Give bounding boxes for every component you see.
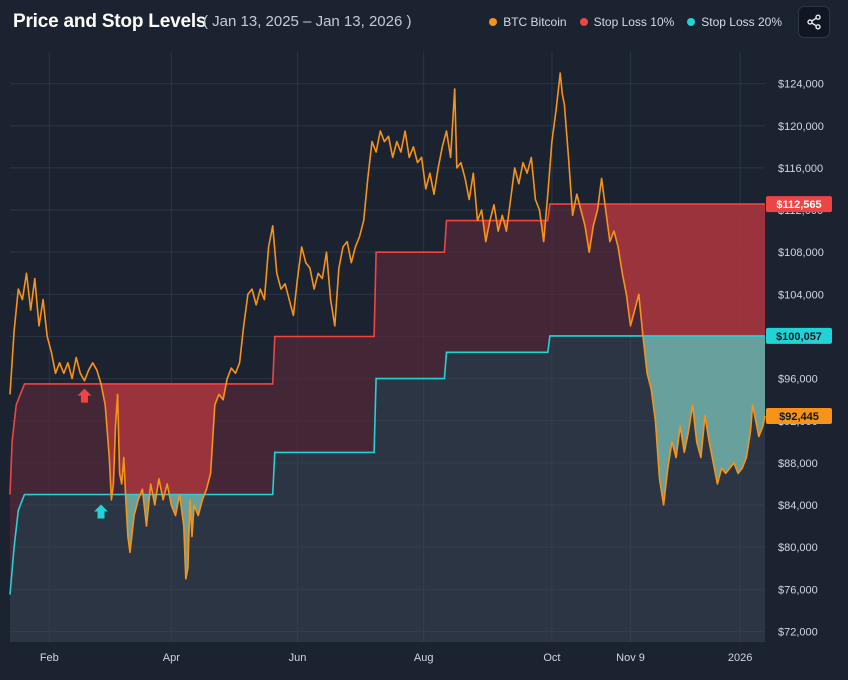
badge-label: $92,445 — [779, 411, 819, 423]
legend-label-stop-20: Stop Loss 20% — [701, 15, 782, 29]
legend-item-btc[interactable]: BTC Bitcoin — [489, 15, 567, 29]
legend-dot-stop-10 — [579, 18, 588, 26]
date-range: ( Jan 13, 2025 – Jan 13, 2026 ) — [203, 13, 412, 30]
stop-10-line — [9, 203, 765, 495]
stop-10-trigger-arrow — [77, 388, 92, 403]
chart-title: Price and Stop Levels — [13, 11, 207, 32]
x-tick-label: Apr — [163, 652, 180, 664]
y-tick-label: $96,000 — [778, 374, 818, 386]
y-tick-label: $80,000 — [778, 542, 818, 554]
legend-label-stop-10: Stop Loss 10% — [593, 15, 675, 29]
y-tick-label: $76,000 — [778, 584, 818, 596]
legend-dot-btc — [489, 18, 498, 26]
stop-20-base-area — [10, 335, 765, 642]
btc-price-badge: $92,445 — [766, 408, 832, 425]
x-tick-label: Jun — [289, 652, 307, 664]
badge-background — [766, 196, 832, 213]
x-tick-label: Nov 9 — [616, 652, 645, 664]
y-tick-label: $72,000 — [778, 626, 818, 638]
y-tick-label: $120,000 — [778, 121, 824, 133]
y-tick-label: $116,000 — [778, 163, 823, 175]
y-tick-label: $104,000 — [778, 289, 824, 301]
stop-20-value-badge: $100,057 — [766, 327, 832, 344]
badge-background — [766, 408, 832, 425]
stop-20-trigger-arrow — [94, 504, 109, 519]
y-tick-label: $124,000 — [778, 79, 824, 91]
x-tick-label: 2026 — [728, 652, 752, 664]
legend-label-btc: BTC Bitcoin — [503, 15, 567, 29]
x-tick-label: Feb — [40, 652, 59, 664]
legend-item-stop-20[interactable]: Stop Loss 20% — [687, 15, 782, 29]
stop-band-area — [10, 204, 765, 595]
y-tick-label: $108,000 — [778, 247, 824, 259]
btc-price-line — [9, 72, 766, 580]
stop-20-line — [9, 335, 765, 595]
x-tick-label: Oct — [543, 652, 560, 664]
share-button[interactable] — [798, 6, 830, 38]
badge-background — [766, 327, 832, 344]
y-tick-label: $88,000 — [778, 458, 818, 470]
share-icon — [807, 14, 821, 30]
chart-header: Price and Stop Levels ( Jan 13, 2025 – J… — [0, 0, 848, 46]
badge-label: $112,565 — [776, 199, 821, 211]
y-tick-label: $84,000 — [778, 500, 818, 512]
stop-10-value-badge: $112,565 — [766, 196, 832, 213]
legend-item-stop-10[interactable]: Stop Loss 10% — [579, 15, 675, 29]
x-tick-label: Aug — [414, 652, 434, 664]
legend-dot-stop-20 — [687, 18, 696, 26]
legend: BTC Bitcoin Stop Loss 10% Stop Loss 20% — [489, 15, 782, 29]
badge-label: $100,057 — [776, 331, 822, 343]
